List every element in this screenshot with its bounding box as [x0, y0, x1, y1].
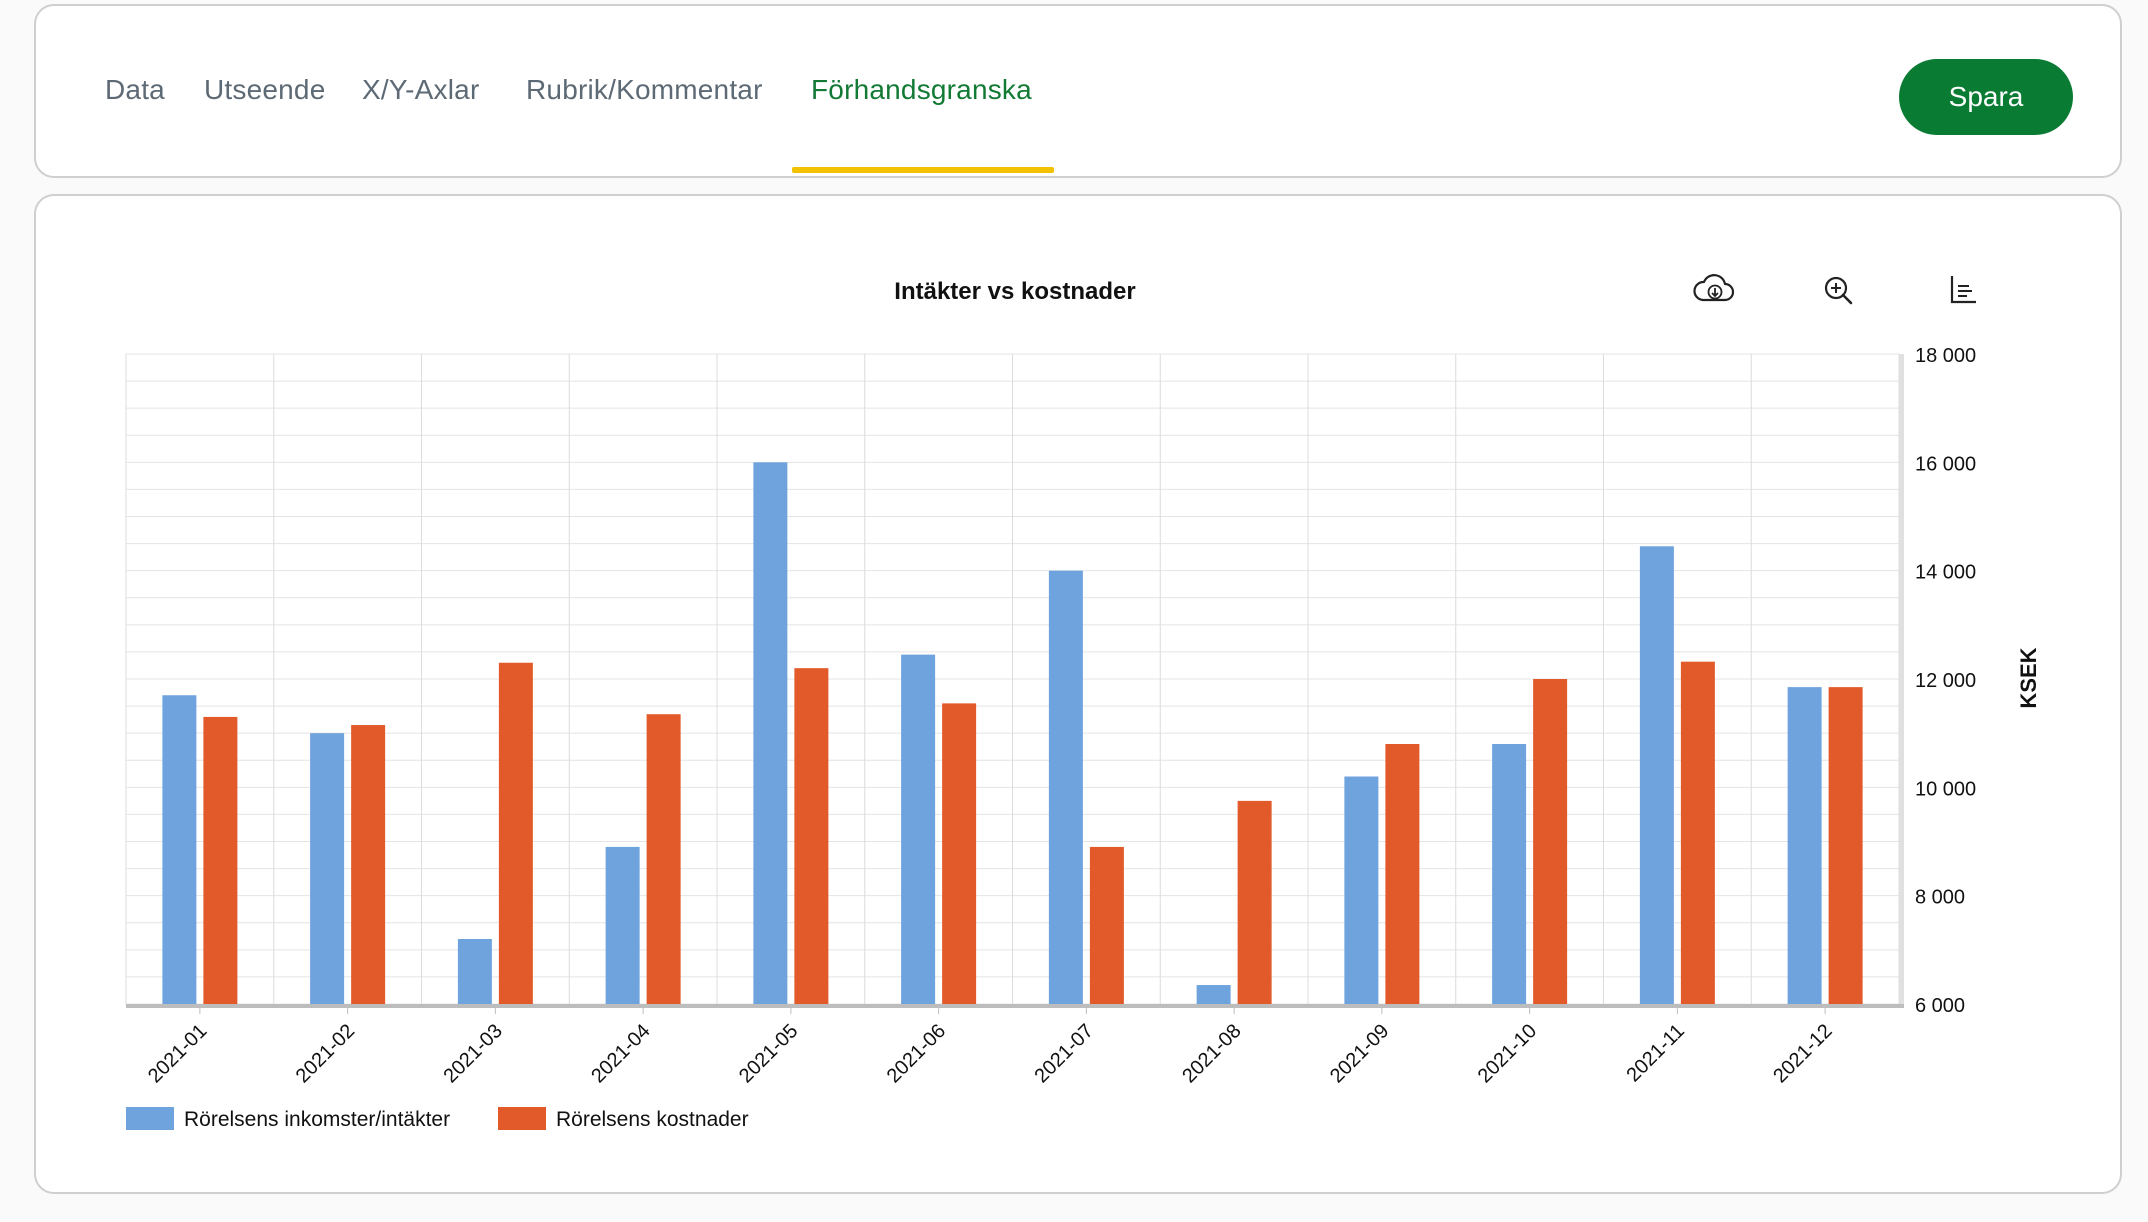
- x-tick-label: 2021-12: [1769, 1020, 1836, 1087]
- chart-title: Intäkter vs kostnader: [894, 278, 1135, 305]
- tab-utseende[interactable]: Utseende: [204, 74, 326, 105]
- chart-bars: [162, 462, 1863, 1005]
- bar-income[interactable]: [1344, 776, 1379, 1005]
- tab-data[interactable]: Data: [105, 74, 165, 105]
- y-tick-label: 16 000: [1915, 453, 1976, 475]
- x-tick-label: 2021-08: [1178, 1020, 1245, 1087]
- x-tick-label: 2021-03: [439, 1020, 506, 1087]
- zoom-in-icon[interactable]: [1824, 276, 1853, 305]
- cloud-download-icon[interactable]: [1693, 274, 1735, 302]
- legend-item-costs[interactable]: Rörelsens kostnader: [498, 1107, 749, 1131]
- y-tick-label: 6 000: [1915, 995, 1965, 1017]
- bar-income[interactable]: [753, 462, 788, 1004]
- y-tick-label: 18 000: [1915, 345, 1976, 367]
- bar-costs[interactable]: [794, 668, 829, 1004]
- save-button[interactable]: Spara: [1899, 59, 2073, 135]
- y-tick-label: 10 000: [1915, 778, 1976, 800]
- bar-income[interactable]: [1639, 546, 1674, 1004]
- x-tick-label: 2021-10: [1474, 1020, 1541, 1087]
- chart-card: 6 000 8 000 10 000 12 000 14 000 16 000 18 000…: [34, 194, 2122, 1194]
- x-tick-label: 2021-05: [735, 1020, 802, 1087]
- x-tick-label: 2021-02: [292, 1020, 359, 1087]
- bar-costs[interactable]: [351, 725, 386, 1004]
- tab-rubrik-kommentar[interactable]: Rubrik/Kommentar: [526, 74, 763, 105]
- bar-income[interactable]: [310, 733, 345, 1004]
- legend-label-income: Rörelsens inkomster/intäkter: [184, 1108, 450, 1131]
- chart-legend: Rörelsens inkomster/intäkter Rörelsens k…: [126, 1107, 749, 1131]
- bar-costs[interactable]: [1533, 679, 1568, 1004]
- bar-income[interactable]: [1787, 687, 1822, 1004]
- bar-income[interactable]: [162, 695, 197, 1004]
- bar-income[interactable]: [1492, 744, 1527, 1004]
- y-tick-label: 8 000: [1915, 887, 1965, 909]
- bar-income[interactable]: [1196, 985, 1231, 1004]
- x-tick-label: 2021-04: [587, 1020, 654, 1087]
- x-tick-label: 2021-06: [883, 1020, 950, 1087]
- chart-menu-icon[interactable]: [1950, 276, 1976, 304]
- bar-costs[interactable]: [942, 703, 977, 1004]
- bar-costs[interactable]: [1089, 846, 1124, 1004]
- tab-forhandsgranska[interactable]: Förhandsgranska: [811, 74, 1032, 105]
- legend-swatch-income: [126, 1107, 174, 1130]
- bar-income[interactable]: [1048, 570, 1083, 1004]
- bar-income[interactable]: [901, 654, 936, 1004]
- bar-costs[interactable]: [1828, 687, 1863, 1004]
- x-tick-label: 2021-09: [1326, 1020, 1393, 1087]
- bar-costs[interactable]: [498, 662, 533, 1004]
- bar-costs[interactable]: [1237, 800, 1272, 1004]
- legend-item-income[interactable]: Rörelsens inkomster/intäkter: [126, 1107, 450, 1131]
- tab-xy-axlar[interactable]: X/Y-Axlar: [362, 74, 480, 105]
- y-tick-label: 12 000: [1915, 670, 1976, 692]
- tab-bar: Data Utseende X/Y-Axlar Rubrik/Kommentar…: [34, 4, 2122, 178]
- bar-income[interactable]: [457, 939, 492, 1004]
- y-tick-label: 14 000: [1915, 562, 1976, 584]
- x-axis-line: [126, 1004, 1904, 1008]
- y-axis-title: KSEK: [2016, 647, 2041, 708]
- y-axis-line: [1899, 354, 1904, 1004]
- legend-swatch-costs: [498, 1107, 546, 1130]
- x-tick-label: 2021-11: [1622, 1020, 1688, 1086]
- legend-label-costs: Rörelsens kostnader: [556, 1108, 749, 1131]
- bar-costs[interactable]: [646, 714, 681, 1004]
- bar-income[interactable]: [605, 846, 640, 1004]
- x-tick-label: 2021-07: [1030, 1020, 1097, 1087]
- active-tab-indicator: [792, 167, 1054, 173]
- bar-costs[interactable]: [1385, 744, 1420, 1004]
- x-tick-label: 2021-01: [144, 1020, 211, 1087]
- bar-costs[interactable]: [1680, 661, 1715, 1004]
- bar-costs[interactable]: [203, 716, 238, 1004]
- chart-grid: [125, 353, 1900, 1005]
- chart: 6 000 8 000 10 000 12 000 14 000 16 000 18 000…: [125, 274, 2041, 1131]
